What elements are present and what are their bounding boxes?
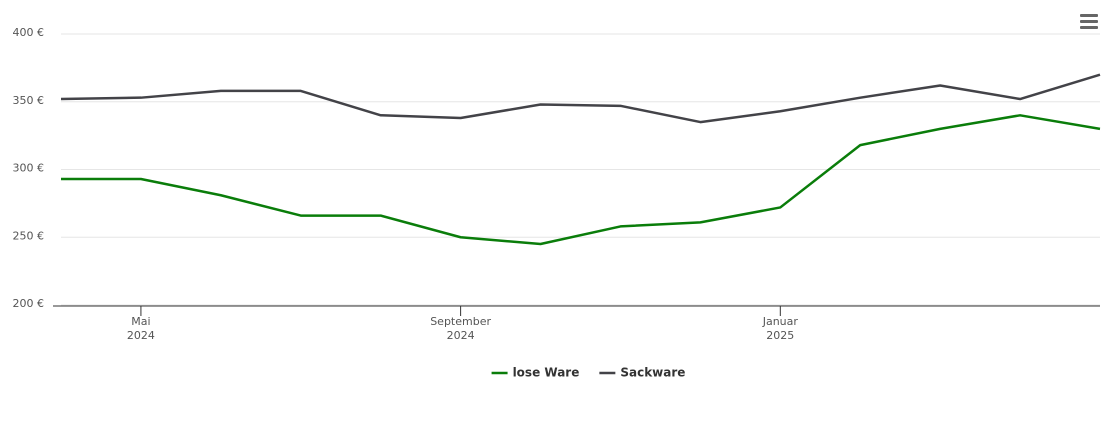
x-tick-label: 2024 xyxy=(447,329,475,342)
x-tick-label: 2024 xyxy=(127,329,155,342)
y-tick-label: 250 € xyxy=(13,229,45,242)
y-tick-label: 200 € xyxy=(13,297,45,310)
menu-bar xyxy=(1080,26,1098,29)
series-line xyxy=(60,73,1101,124)
x-tick-label: September xyxy=(430,315,491,328)
x-tick-label: Januar xyxy=(762,315,799,328)
menu-bar xyxy=(1080,14,1098,17)
y-tick-label: 300 € xyxy=(13,162,45,175)
legend-item[interactable]: Sackware xyxy=(599,366,685,380)
y-tick-label: 350 € xyxy=(13,94,45,107)
y-tick-label: 400 € xyxy=(13,26,45,39)
x-tick-label: 2025 xyxy=(766,329,794,342)
menu-button[interactable] xyxy=(1080,14,1098,29)
legend-label: Sackware xyxy=(620,366,685,380)
legend-item[interactable]: lose Ware xyxy=(491,366,580,380)
series-line xyxy=(61,114,1101,246)
menu-bar xyxy=(1080,20,1098,23)
legend: lose Ware Sackware xyxy=(491,366,685,380)
x-tick-label: Mai xyxy=(131,315,150,328)
legend-label: lose Ware xyxy=(513,366,580,380)
